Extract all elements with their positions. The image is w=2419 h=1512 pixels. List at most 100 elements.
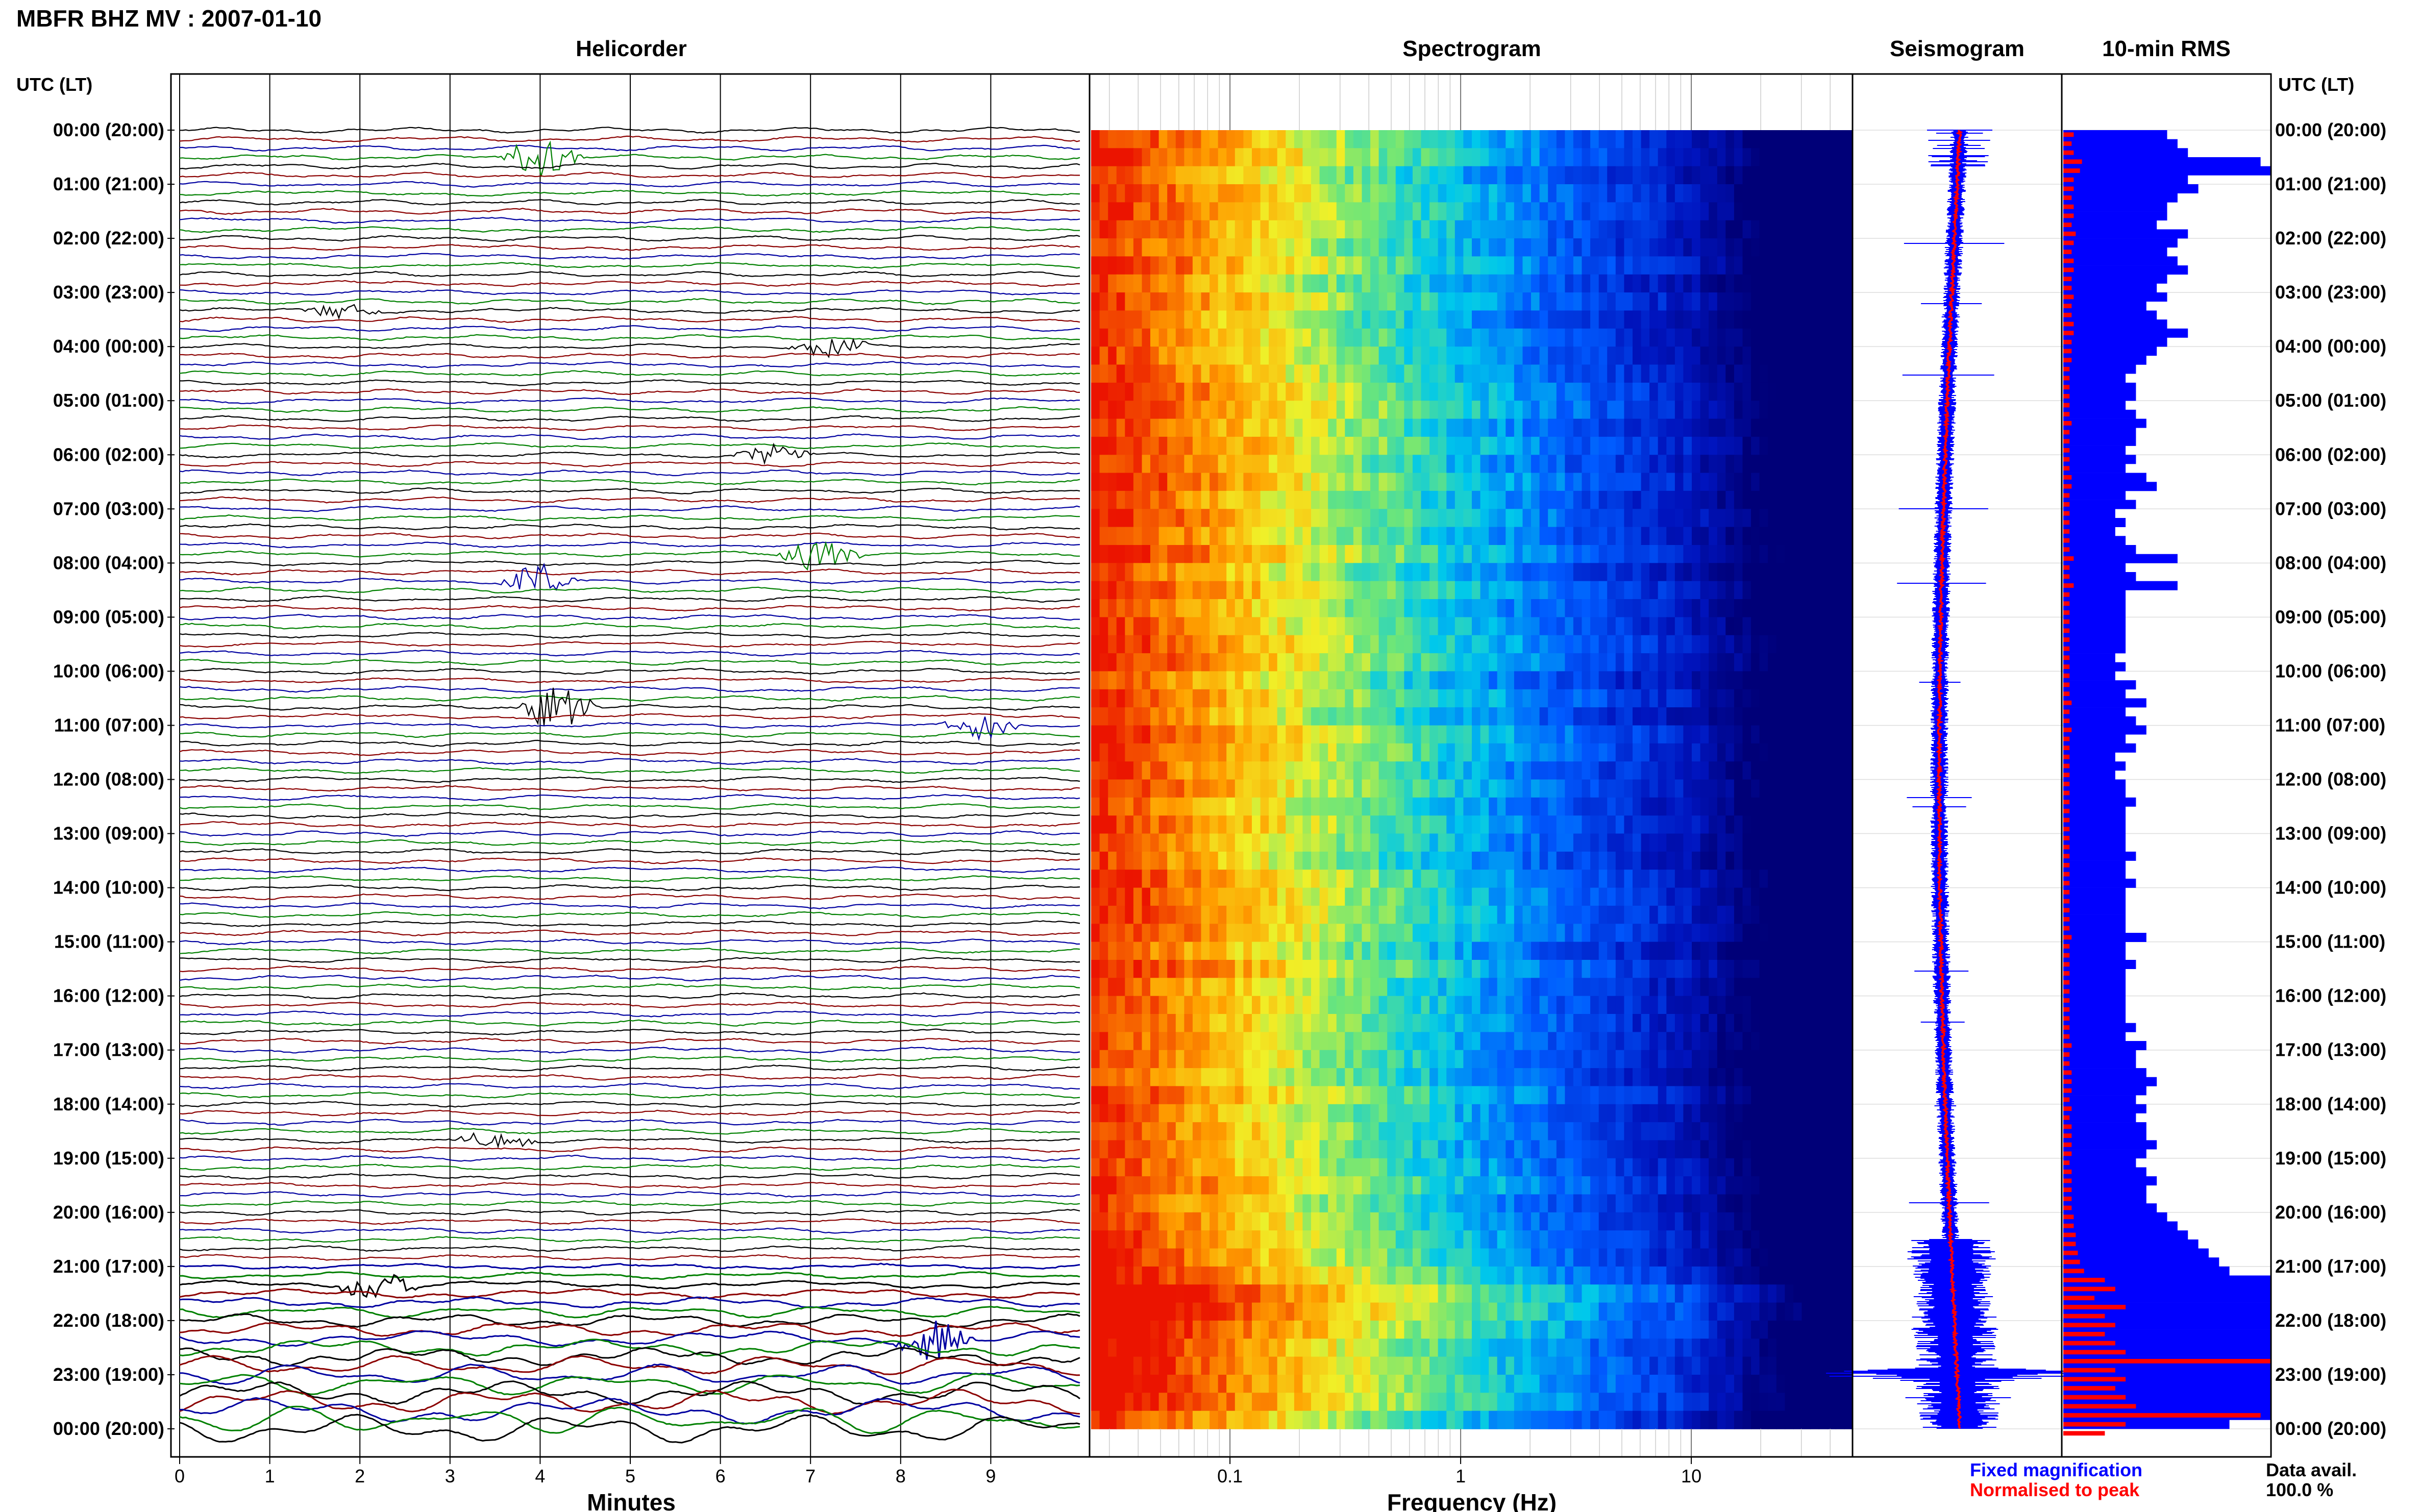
spectrogram-cell <box>1776 779 1786 798</box>
spectrogram-cell <box>1286 599 1295 618</box>
spectrogram-cell <box>1167 599 1176 618</box>
spectrogram-cell <box>1734 274 1743 293</box>
spectrogram-cell <box>1674 563 1684 582</box>
spectrogram-cell <box>1573 996 1583 1014</box>
spectrogram-cell <box>1269 1068 1278 1087</box>
spectrogram-cell <box>1192 870 1202 888</box>
spectrogram-cell <box>1590 274 1599 293</box>
spectrogram-cell <box>1378 1086 1388 1105</box>
spectrogram-cell <box>1125 202 1134 221</box>
spectrogram-cell <box>1531 743 1540 762</box>
spectrogram-cell <box>1133 689 1143 708</box>
spectrogram-cell <box>1666 166 1675 185</box>
spectrogram-cell <box>1125 779 1134 798</box>
spectrogram-cell <box>1514 274 1523 293</box>
spectrogram-cell <box>1801 509 1811 528</box>
spectrogram-cell <box>1641 130 1650 149</box>
spectrogram-cell <box>1463 851 1472 870</box>
spectrogram-cell <box>1345 1032 1354 1051</box>
spectrogram-cell <box>1674 797 1684 816</box>
spectrogram-cell <box>1091 184 1100 203</box>
spectrogram-cell <box>1226 238 1236 257</box>
spectrogram-cell <box>1175 527 1185 546</box>
spectrogram-cell <box>1641 887 1650 906</box>
spectrogram-cell <box>1125 455 1134 474</box>
spectrogram-cell <box>1522 455 1532 474</box>
spectrogram-cell <box>1328 563 1337 582</box>
spectrogram-cell <box>1505 184 1515 203</box>
spectrogram-cell <box>1615 274 1625 293</box>
helicorder-trace <box>179 1010 1080 1018</box>
spectrogram-cell <box>1226 166 1236 185</box>
spectrogram-cell <box>1210 671 1219 690</box>
spectrogram-cell <box>1378 1068 1388 1087</box>
spectrogram-cell <box>1472 887 1481 906</box>
spectrogram-cell <box>1370 418 1379 437</box>
spectrogram-cell <box>1269 1014 1278 1033</box>
spectrogram-cell <box>1522 689 1532 708</box>
spectrogram-cell <box>1633 184 1642 203</box>
spectrogram-cell <box>1167 617 1176 636</box>
spectrogram-cell <box>1725 996 1735 1014</box>
spectrogram-cell <box>1590 833 1599 852</box>
spectrogram-cell <box>1835 581 1845 600</box>
spectrogram-cell <box>1785 924 1794 943</box>
spectrogram-cell <box>1700 941 1709 960</box>
spectrogram-cell <box>1818 238 1828 257</box>
spectrogram-cell <box>1658 924 1667 943</box>
spectrogram-cell <box>1835 797 1845 816</box>
spectrogram-cell <box>1108 725 1117 744</box>
spectrogram-cell <box>1387 202 1396 221</box>
spectrogram-cell <box>1269 1032 1278 1051</box>
spectrogram-cell <box>1793 1050 1803 1069</box>
spectrogram-cell <box>1505 382 1515 401</box>
spectrogram-cell <box>1243 220 1252 239</box>
spectrogram-cell <box>1683 166 1692 185</box>
spectrogram-cell <box>1548 418 1557 437</box>
helicorder-trace <box>179 1227 1080 1234</box>
spectrogram-cell <box>1514 689 1523 708</box>
spectrogram-cell <box>1709 707 1718 726</box>
spectrogram-cell <box>1404 870 1413 888</box>
spectrogram-cell <box>1590 707 1599 726</box>
spectrogram-cell <box>1454 743 1464 762</box>
spectrogram-cell <box>1717 509 1726 528</box>
spectrogram-cell <box>1582 202 1591 221</box>
spectrogram-cell <box>1345 978 1354 997</box>
spectrogram-cell <box>1641 382 1650 401</box>
spectrogram-cell <box>1683 436 1692 455</box>
spectrogram-cell <box>1201 455 1210 474</box>
spectrogram-cell <box>1514 617 1523 636</box>
spectrogram-cell <box>1133 130 1143 149</box>
spectrogram-cell <box>1624 671 1633 690</box>
spectrogram-cell <box>1700 905 1709 924</box>
spectrogram-cell <box>1548 797 1557 816</box>
spectrogram-cell <box>1692 292 1701 311</box>
spectrogram-cell <box>1793 617 1803 636</box>
spectrogram-cell <box>1150 635 1159 654</box>
spectrogram-cell <box>1810 382 1819 401</box>
spectrogram-cell <box>1776 1068 1786 1087</box>
spectrogram-cell <box>1556 815 1566 834</box>
helicorder-trace <box>179 487 1080 494</box>
spectrogram-cell <box>1269 401 1278 419</box>
spectrogram-cell <box>1446 455 1455 474</box>
spectrogram-cell <box>1395 978 1405 997</box>
spectrogram-cell <box>1751 851 1760 870</box>
spectrogram-cell <box>1328 887 1337 906</box>
spectrogram-cell <box>1260 418 1269 437</box>
spectrogram-cell <box>1235 166 1244 185</box>
spectrogram-cell <box>1311 833 1320 852</box>
spectrogram-cell <box>1446 1050 1455 1069</box>
spectrogram-cell <box>1818 851 1828 870</box>
spectrogram-cell <box>1548 148 1557 167</box>
spectrogram-cell <box>1413 761 1422 780</box>
spectrogram-cell <box>1336 1050 1346 1069</box>
spectrogram-cell <box>1387 401 1396 419</box>
spectrogram-cell <box>1286 1032 1295 1051</box>
spectrogram-cell <box>1370 490 1379 509</box>
spectrogram-cell <box>1192 130 1202 149</box>
spectrogram-cell <box>1421 960 1430 979</box>
helicorder-trace <box>179 1132 1080 1149</box>
spectrogram-cell <box>1302 148 1312 167</box>
